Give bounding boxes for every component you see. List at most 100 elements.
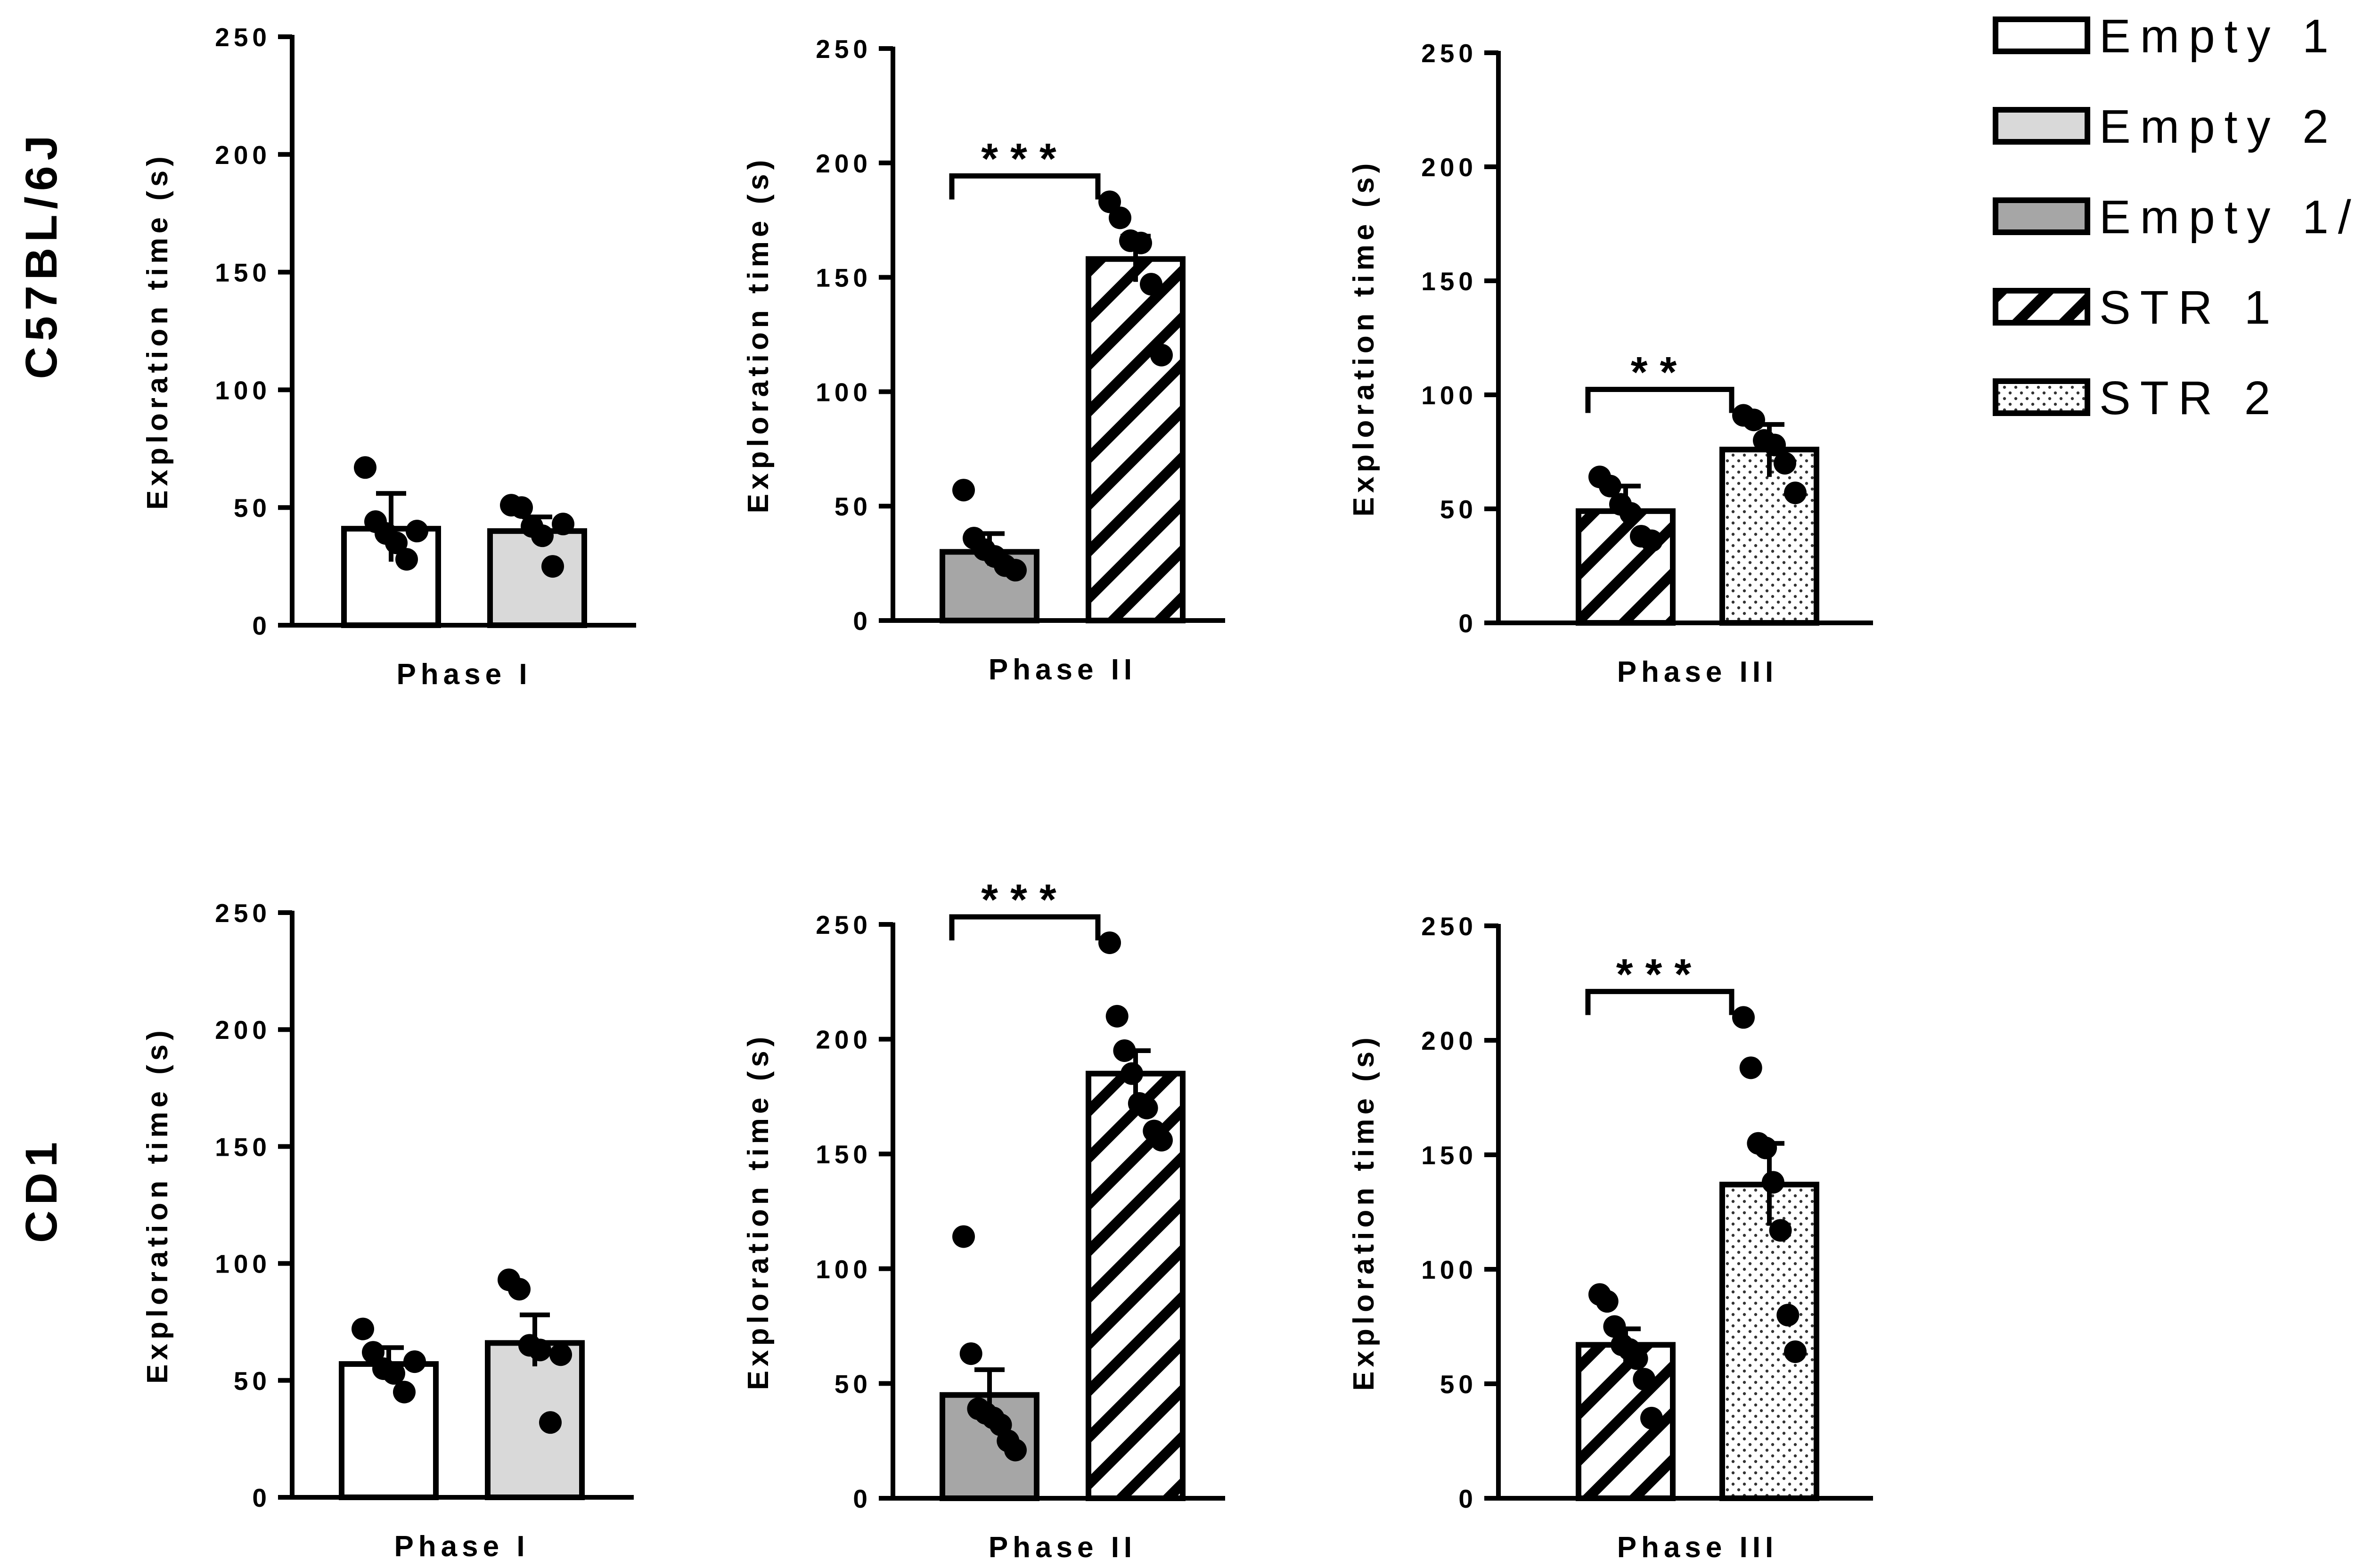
data-point: [1004, 1438, 1027, 1462]
data-point: [383, 1362, 405, 1385]
data-point: [952, 1225, 975, 1248]
panel-r0c0: 0 50 100 150 200 250 Exploration time (s) Phase…: [141, 23, 636, 691]
row-label-cd1: CD1: [16, 1136, 66, 1243]
panel-r1c2: 0 50 100 150 200 250 Exploration time (s) Phase…: [1348, 912, 1873, 1564]
y-tick-label: 50: [1440, 1370, 1477, 1399]
y-tick-label: 50: [834, 1369, 872, 1398]
y-axis-label: Exploration time (s): [1348, 159, 1380, 517]
data-point: [352, 1317, 374, 1340]
y-axis-label: Exploration time (s): [742, 156, 775, 514]
data-point: [395, 548, 418, 571]
y-tick-label: 100: [816, 377, 872, 407]
legend-swatch-empty-1-2: [1993, 197, 2090, 235]
data-point: [1105, 1004, 1129, 1028]
y-tick-label: 100: [816, 1255, 872, 1284]
panel-r0c2: 0 50 100 150 200 250 Exploration time (s) Phase…: [1348, 39, 1873, 688]
y-tick-label: 150: [215, 1132, 271, 1161]
data-point: [549, 1343, 572, 1366]
data-point: [354, 456, 376, 479]
data-point: [541, 555, 564, 578]
panel-r1c1: 0 50 100 150 200 250 Exploration time (s) Phase…: [742, 876, 1225, 1564]
data-point: [1098, 931, 1121, 954]
data-point: [385, 531, 408, 555]
data-point: [1769, 1219, 1792, 1242]
data-point: [1599, 474, 1621, 498]
x-axis-label: Phase III: [1617, 1531, 1778, 1564]
data-point: [508, 1278, 531, 1301]
data-point: [1640, 1406, 1663, 1429]
data-point: [1625, 1347, 1648, 1370]
y-tick-label: 250: [1421, 39, 1477, 68]
y-tick-label: 200: [816, 1025, 872, 1054]
data-point: [362, 1341, 384, 1364]
bar-empty-1: [339, 1361, 439, 1500]
y-tick-label: 0: [252, 611, 271, 640]
y-tick-label: 100: [1421, 1255, 1477, 1284]
data-point: [406, 520, 428, 543]
legend: Empty 1 Empty 2 Empty 1/2 STR 1 STR 2: [1993, 10, 2356, 425]
data-point: [403, 1350, 426, 1373]
data-point: [1742, 408, 1765, 432]
y-axis-label: Exploration time (s): [1348, 1033, 1380, 1391]
y-tick-label: 50: [234, 1366, 271, 1396]
bar-str-2: [1719, 447, 1819, 626]
legend-label-empty-1: Empty 1: [2099, 10, 2338, 63]
data-point: [552, 513, 574, 536]
significance-label: **: [1631, 349, 1689, 397]
y-tick-label: 250: [816, 34, 872, 64]
data-point: [531, 524, 554, 547]
y-tick-label: 150: [215, 258, 271, 287]
data-point: [952, 479, 975, 502]
data-point: [1109, 206, 1131, 229]
y-tick-label: 150: [816, 1140, 872, 1169]
data-point: [1763, 433, 1786, 457]
data-point: [1754, 1136, 1777, 1160]
data-point: [510, 496, 533, 519]
y-tick-label: 200: [215, 140, 271, 170]
significance-label: ***: [1616, 950, 1703, 998]
y-tick-label: 250: [215, 898, 271, 928]
data-point: [1121, 1062, 1144, 1085]
data-point: [1129, 231, 1152, 254]
y-axis-label: Exploration time (s): [141, 1026, 174, 1384]
legend-label-empty-2: Empty 2: [2099, 100, 2338, 153]
significance-bracket: [949, 173, 1101, 200]
data-point: [959, 1342, 982, 1365]
data-point: [1603, 1315, 1626, 1338]
legend-label-empty-1-2: Empty 1/2: [2099, 191, 2356, 244]
y-tick-label: 50: [234, 493, 271, 523]
data-point: [1732, 1006, 1755, 1029]
legend-label-str-1: STR 1: [2099, 281, 2280, 334]
y-tick-label: 50: [834, 492, 872, 521]
y-tick-label: 100: [215, 1250, 271, 1279]
significance-label: ***: [981, 876, 1068, 924]
panel-r1c0: 0 50 100 150 200 250 Exploration time (s) Phase…: [141, 898, 634, 1563]
y-tick-label: 0: [853, 1484, 872, 1513]
y-tick-label: 0: [1458, 1484, 1477, 1513]
legend-swatch-empty-1: [1993, 16, 2090, 54]
y-tick-label: 100: [1421, 381, 1477, 410]
y-tick-label: 0: [1458, 609, 1477, 638]
bar-str-1: [1086, 256, 1186, 623]
chart-panels: 0 50 100 150 200 250 Exploration time (s) Phase…: [141, 23, 1873, 1564]
data-point: [1633, 1368, 1656, 1391]
data-point: [529, 1339, 551, 1362]
data-point: [1098, 190, 1121, 213]
data-point: [1150, 343, 1173, 367]
y-axis-label: Exploration time (s): [742, 1033, 775, 1390]
data-point: [1150, 1128, 1173, 1152]
significance-label: ***: [981, 135, 1068, 183]
x-axis-label: Phase III: [1617, 656, 1778, 688]
bar-empty-2: [485, 1340, 585, 1500]
legend-swatch-empty-2: [1993, 107, 2090, 145]
data-point: [1784, 482, 1807, 505]
row-label-c57bl6j: C57BL/6J: [16, 130, 66, 379]
y-tick-label: 50: [1440, 495, 1477, 524]
legend-swatch-str-2: [1993, 378, 2090, 416]
data-point: [1113, 1039, 1136, 1062]
data-point: [1004, 559, 1027, 582]
data-point: [1739, 1056, 1762, 1079]
legend-label-str-2: STR 2: [2099, 372, 2280, 425]
x-axis-label: Phase II: [989, 1531, 1137, 1564]
y-tick-label: 250: [1421, 912, 1477, 941]
